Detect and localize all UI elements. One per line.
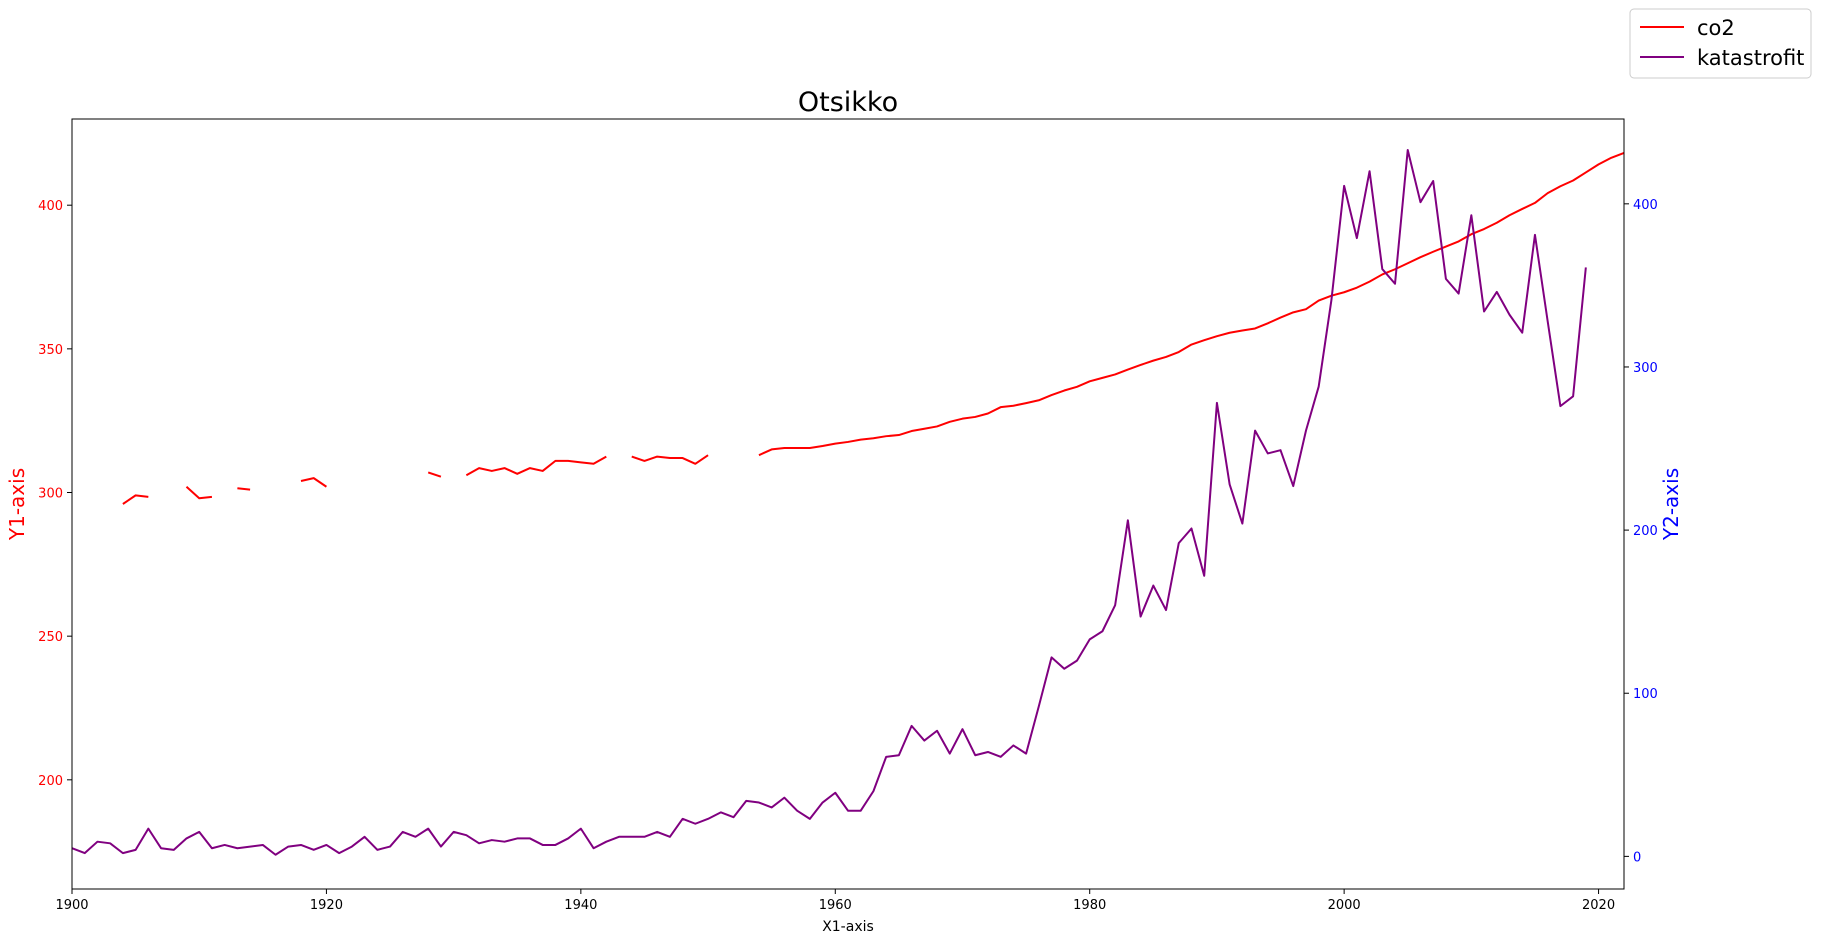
x-tick-label: 1940 — [564, 898, 597, 913]
y1-tick-label: 300 — [38, 487, 63, 502]
y2-tick-label: 200 — [1633, 524, 1658, 539]
y2-tick-label: 300 — [1633, 361, 1658, 376]
x-tick-label: 1960 — [819, 898, 852, 913]
y1-tick-label: 400 — [38, 199, 63, 214]
series-line-katastrofit — [71, 149, 1587, 856]
y1-axis: 200 250 300 350 400 — [38, 199, 72, 789]
plot-frame — [71, 118, 1625, 890]
y1-tick-label: 350 — [38, 343, 63, 358]
chart-title: Otsikko — [798, 87, 898, 118]
x-axis: 1900 1920 1940 1960 1980 2000 2020 — [55, 889, 1615, 913]
x-tick-label: 2020 — [1582, 898, 1615, 913]
y2-axis: 0 100 200 300 400 — [1624, 198, 1658, 865]
y1-tick-label: 250 — [38, 630, 63, 645]
series-layer — [71, 149, 1625, 856]
legend: co2 katastrofit — [1629, 8, 1812, 79]
y2-tick-label: 400 — [1633, 198, 1658, 213]
x-tick-label: 1920 — [310, 898, 343, 913]
x-tick-label: 1900 — [55, 898, 88, 913]
y2-tick-label: 100 — [1633, 687, 1658, 702]
y2-tick-label: 0 — [1633, 850, 1641, 865]
y1-axis-label: Y1-axis — [5, 468, 29, 541]
series-line-co2 — [122, 151, 1625, 505]
x-tick-label: 2000 — [1328, 898, 1361, 913]
legend-label-katastrofit: katastrofit — [1697, 46, 1804, 70]
legend-label-co2: co2 — [1697, 16, 1735, 40]
y1-tick-label: 200 — [38, 774, 63, 789]
x-axis-label: X1-axis — [822, 919, 874, 935]
y2-axis-label: Y2-axis — [1659, 468, 1683, 541]
x-tick-label: 1980 — [1073, 898, 1106, 913]
